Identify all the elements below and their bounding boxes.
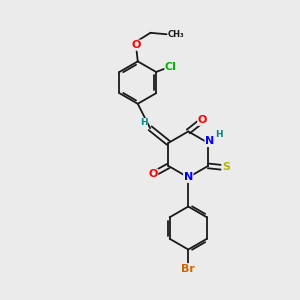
Text: S: S bbox=[222, 162, 230, 172]
Text: O: O bbox=[148, 169, 158, 179]
Text: H: H bbox=[215, 130, 222, 139]
Text: N: N bbox=[205, 136, 214, 146]
Text: Br: Br bbox=[181, 264, 195, 274]
Text: O: O bbox=[132, 40, 141, 50]
Text: N: N bbox=[184, 172, 193, 182]
Text: Cl: Cl bbox=[165, 62, 177, 72]
Text: H: H bbox=[140, 118, 148, 127]
Text: CH₃: CH₃ bbox=[168, 30, 185, 39]
Text: O: O bbox=[198, 115, 207, 125]
